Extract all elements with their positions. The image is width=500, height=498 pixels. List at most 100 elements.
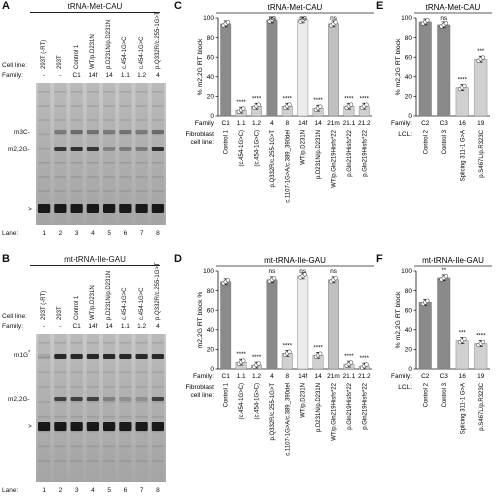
replicate-point — [302, 272, 308, 277]
lane-family: 1.2 — [137, 323, 147, 330]
gel-lane — [119, 83, 132, 225]
bar-4 — [266, 19, 278, 117]
chart-title: tRNA-Met-CAU — [268, 3, 323, 12]
lane-cell-line: c.454-1G>C — [138, 36, 145, 69]
gel-band — [151, 147, 164, 151]
significance-label: *** — [477, 49, 485, 55]
gel-ladder-band — [86, 416, 99, 418]
gel-band — [151, 397, 164, 401]
y-tick-label: 0 — [408, 366, 412, 373]
panel-a-title: tRNA-Met-CAU — [67, 2, 123, 11]
replicate-point — [462, 336, 467, 342]
gel-band — [135, 147, 148, 151]
replicate-point — [333, 276, 338, 281]
significance-label: ns — [268, 15, 276, 22]
lane-number: 5 — [107, 230, 111, 237]
cell-line-label: Control 2 — [423, 382, 429, 407]
significance-label: **** — [313, 98, 323, 104]
gel-ladder-band — [119, 401, 132, 403]
gel-ladder-band — [54, 416, 67, 418]
category-label: 21.2 — [358, 120, 371, 127]
gel-ladder-band — [86, 133, 99, 136]
replicate-point — [364, 362, 369, 367]
gel-ladder-band — [54, 386, 67, 388]
gel-lane — [151, 83, 164, 225]
y-tick-label: 20 — [405, 347, 413, 354]
y-tick-label: 100 — [203, 15, 214, 22]
gel-band — [119, 354, 132, 359]
cell-line-label: c.1107-1G>A/c.389_390del — [285, 383, 291, 456]
replicate-point — [287, 102, 292, 107]
panel-c-letter: C — [174, 0, 182, 12]
gel-ladder-band — [38, 204, 51, 207]
lane-family: C1 — [72, 72, 81, 79]
y-tick-label: 20 — [207, 347, 215, 354]
category-label: 14 — [314, 120, 322, 127]
category-label: 4 — [270, 120, 274, 127]
category-label: 21m — [327, 373, 340, 380]
gel-ladder-band — [38, 162, 51, 164]
cell-row-label: LCL: — [398, 384, 412, 391]
gel-ladder-band — [54, 204, 67, 207]
gel-ladder-band — [151, 190, 164, 192]
gel-band — [151, 130, 164, 134]
panel-a-lane-label: Lane: — [2, 230, 19, 237]
replicate-point — [287, 349, 292, 354]
gel-ladder-band — [119, 91, 132, 93]
gel-band — [119, 397, 132, 401]
y-axis-label: % m2,2G RT block — [197, 38, 204, 95]
lane-number: 1 — [42, 230, 46, 237]
gel-band — [70, 204, 83, 213]
gel-ladder-band — [135, 190, 148, 192]
gel-ladder-band — [119, 147, 132, 150]
lane-cell-line: c.454-1G>C — [138, 287, 145, 320]
gel-lane — [70, 83, 83, 225]
gel-ladder-band — [86, 176, 99, 178]
y-tick-label: 60 — [207, 307, 215, 314]
replicate-point — [241, 358, 246, 363]
replicate-point — [443, 21, 449, 26]
significance-label: **** — [344, 96, 354, 102]
category-label: 21.2 — [358, 373, 371, 380]
gel-ladder-band — [135, 105, 148, 107]
category-label: 1.1 — [237, 120, 246, 127]
cell-line-label: c.1107-1G>A/c.389_390del — [285, 130, 291, 203]
gel-ladder-band — [119, 430, 132, 433]
gel-ladder-band — [151, 416, 164, 418]
gel-ladder-band — [38, 430, 51, 433]
gel-ladder-band — [151, 460, 164, 462]
significance-label: **** — [476, 334, 486, 340]
gel-ladder-band — [70, 162, 83, 164]
cell-row-label-2: cell line: — [191, 139, 215, 146]
gel-ladder-band — [86, 430, 99, 433]
gel-ladder-band — [38, 386, 51, 388]
gel-ladder-band — [119, 416, 132, 418]
gel-ladder-band — [54, 430, 67, 433]
gel-band — [119, 204, 132, 213]
category-label: C3 — [440, 373, 449, 380]
gel-band — [103, 147, 116, 151]
chart-title: mt-tRNA-Ile-GAU — [422, 256, 484, 265]
gel-ladder-band — [119, 190, 132, 192]
category-label: 14f — [298, 120, 307, 127]
gel-band — [70, 397, 83, 401]
bar-16 — [455, 87, 469, 117]
gel-ladder-band — [135, 342, 148, 344]
panel-c-chart: tRNA-Met-CAU 0 20 40 60 80 100 % m2,2G RT block… — [185, 3, 374, 203]
y-tick-label: 60 — [405, 54, 413, 61]
y-axis-label: % m2,2G RT block — [395, 38, 402, 95]
gel-ladder-band — [135, 371, 148, 374]
bar-14f — [297, 19, 309, 117]
lane-number: 8 — [156, 230, 160, 237]
gel-ladder-band — [119, 133, 132, 136]
gel-ladder-band — [135, 133, 148, 136]
gel-ladder-band — [38, 356, 51, 359]
gel-band — [86, 130, 99, 134]
gel-ladder-band — [119, 342, 132, 344]
gel-ladder-band — [70, 386, 83, 388]
category-label: C3 — [440, 120, 449, 127]
gel-band — [70, 147, 83, 151]
gel-band — [119, 130, 132, 134]
gel-ladder-band — [86, 445, 99, 448]
gel-band — [38, 204, 51, 213]
